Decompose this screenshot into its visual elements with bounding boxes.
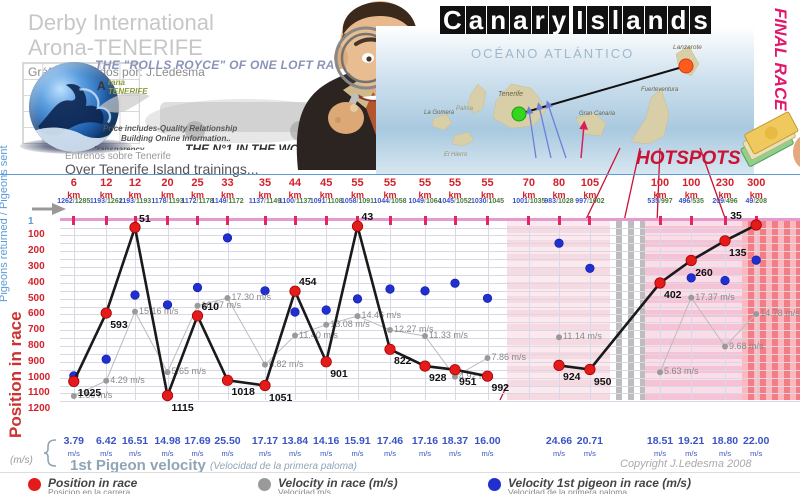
svg-text:Palma: Palma — [456, 106, 474, 112]
svg-text:Lanzarote: Lanzarote — [673, 44, 702, 51]
svg-text:La Gomera: La Gomera — [424, 110, 455, 116]
svg-text:Gran Canaria: Gran Canaria — [579, 111, 616, 117]
svg-text:Fuerteventura: Fuerteventura — [641, 87, 679, 93]
svg-text:Tenerife: Tenerife — [498, 91, 523, 98]
